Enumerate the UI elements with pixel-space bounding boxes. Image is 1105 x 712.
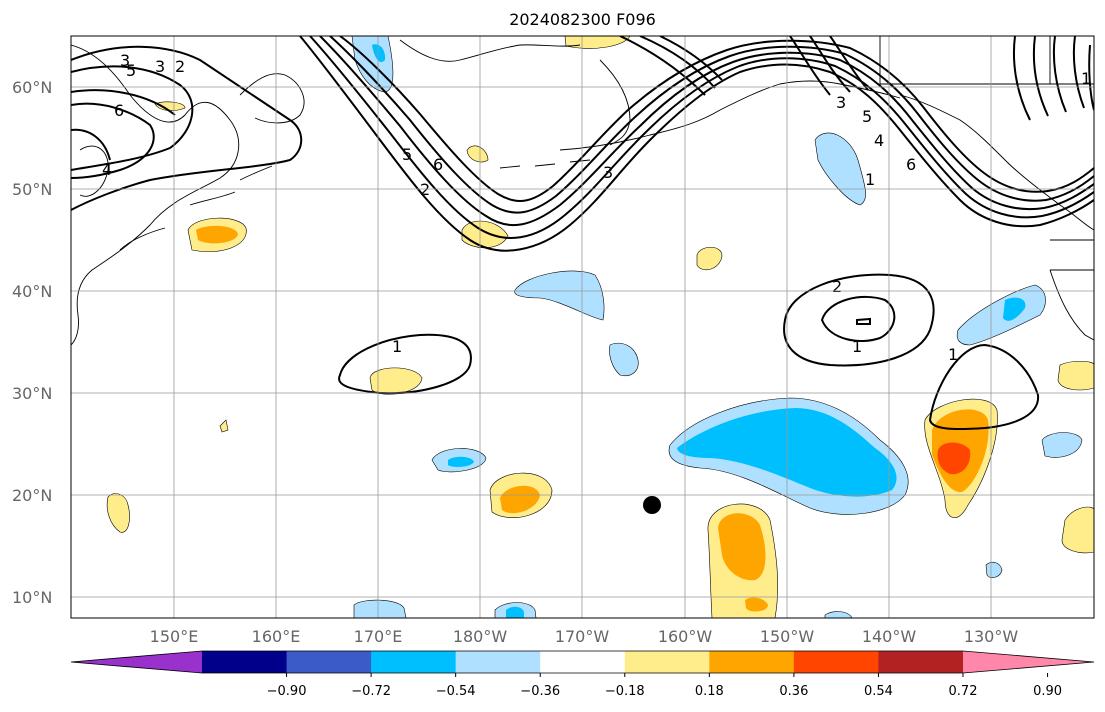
contour-label: 1	[392, 337, 402, 356]
anomaly-fill	[106, 36, 1094, 618]
lat-label: 50°N	[12, 180, 52, 199]
colorbar-tick-label: 0.54	[864, 684, 893, 699]
contour-label: 5	[862, 107, 872, 126]
lon-label: 160°W	[658, 627, 713, 646]
colorbar-outline	[70, 650, 1095, 674]
contour-label: 5	[402, 145, 412, 164]
lat-label: 30°N	[12, 384, 52, 403]
lat-label: 10°N	[12, 588, 52, 607]
contour-label: 1	[948, 345, 958, 364]
lon-label: 150°E	[150, 627, 199, 646]
contour-label: 4	[102, 160, 112, 179]
colorbar-tick-label: −0.18	[605, 684, 645, 699]
latitude-labels: 60°N 50°N 40°N 30°N 20°N 10°N	[12, 78, 52, 607]
colorbar-segment	[878, 651, 964, 673]
colorbar-segment	[709, 651, 795, 673]
lon-label: 140°W	[862, 627, 917, 646]
lon-label: 150°W	[760, 627, 815, 646]
colorbar-tick-label: −0.54	[436, 684, 476, 699]
contour-lines	[71, 36, 1094, 430]
contour-label: 2	[175, 57, 185, 76]
contour-label: 5	[126, 61, 136, 80]
lon-label: 170°W	[555, 627, 610, 646]
contour-label: 2	[420, 180, 430, 199]
contour-label: 1	[865, 170, 875, 189]
contour-labels: 3 5 2 3 4 6 5 2 3 6 3 5 4 6 1 1 1 2 1 1	[102, 51, 1091, 364]
colorbar-tick-label: 0.72	[949, 684, 978, 699]
colorbar-tick-label: 0.90	[1033, 684, 1062, 699]
colorbar: −0.90 −0.72 −0.54 −0.36 −0.18 0.18 0.36 0.54 0.7…	[70, 650, 1095, 699]
contour-label: 6	[433, 155, 443, 174]
colorbar-segment	[371, 651, 457, 673]
station-marker	[643, 496, 661, 514]
longitude-labels: 150°E 160°E 170°E 180°W 170°W 160°W 150°…	[150, 627, 1019, 646]
lat-label: 40°N	[12, 282, 52, 301]
colorbar-segment	[286, 651, 372, 673]
lat-label: 20°N	[12, 486, 52, 505]
contour-label: 3	[603, 163, 613, 182]
contour-label: 4	[874, 131, 884, 150]
colorbar-extend-max	[963, 651, 1094, 673]
contour-label: 6	[906, 155, 916, 174]
colorbar-segment	[455, 651, 541, 673]
map-area: 3 5 2 3 4 6 5 2 3 6 3 5 4 6 1 1 1 2 1 1	[71, 36, 1094, 618]
colorbar-tick-label: 0.36	[779, 684, 808, 699]
map-frame	[70, 35, 1095, 619]
colorbar-tick-label: −0.90	[267, 684, 307, 699]
colorbar-segment	[540, 651, 626, 673]
colorbar-extend-min	[71, 651, 202, 673]
contour-label: 3	[836, 93, 846, 112]
lon-label: 160°E	[252, 627, 301, 646]
colorbar-segment	[202, 651, 288, 673]
lon-label: 170°E	[354, 627, 403, 646]
contour-label: 6	[114, 101, 124, 120]
contour-label: 1	[852, 337, 862, 356]
colorbar-tick-label: −0.72	[351, 684, 391, 699]
lat-label: 60°N	[12, 78, 52, 97]
coastlines	[71, 36, 1094, 346]
contour-label: 1	[1081, 69, 1091, 88]
gridlines	[71, 36, 1094, 618]
contour-label: 2	[832, 277, 842, 296]
contour-label: 3	[120, 51, 130, 70]
contour-label: 3	[155, 57, 165, 76]
colorbar-tick-label: 0.18	[695, 684, 724, 699]
colorbar-segment	[793, 651, 879, 673]
colorbar-segment	[624, 651, 710, 673]
lon-label: 180°W	[453, 627, 508, 646]
colorbar-tick-label: −0.36	[520, 684, 560, 699]
lon-label: 130°W	[964, 627, 1019, 646]
map-title: 2024082300 F096	[509, 10, 656, 29]
